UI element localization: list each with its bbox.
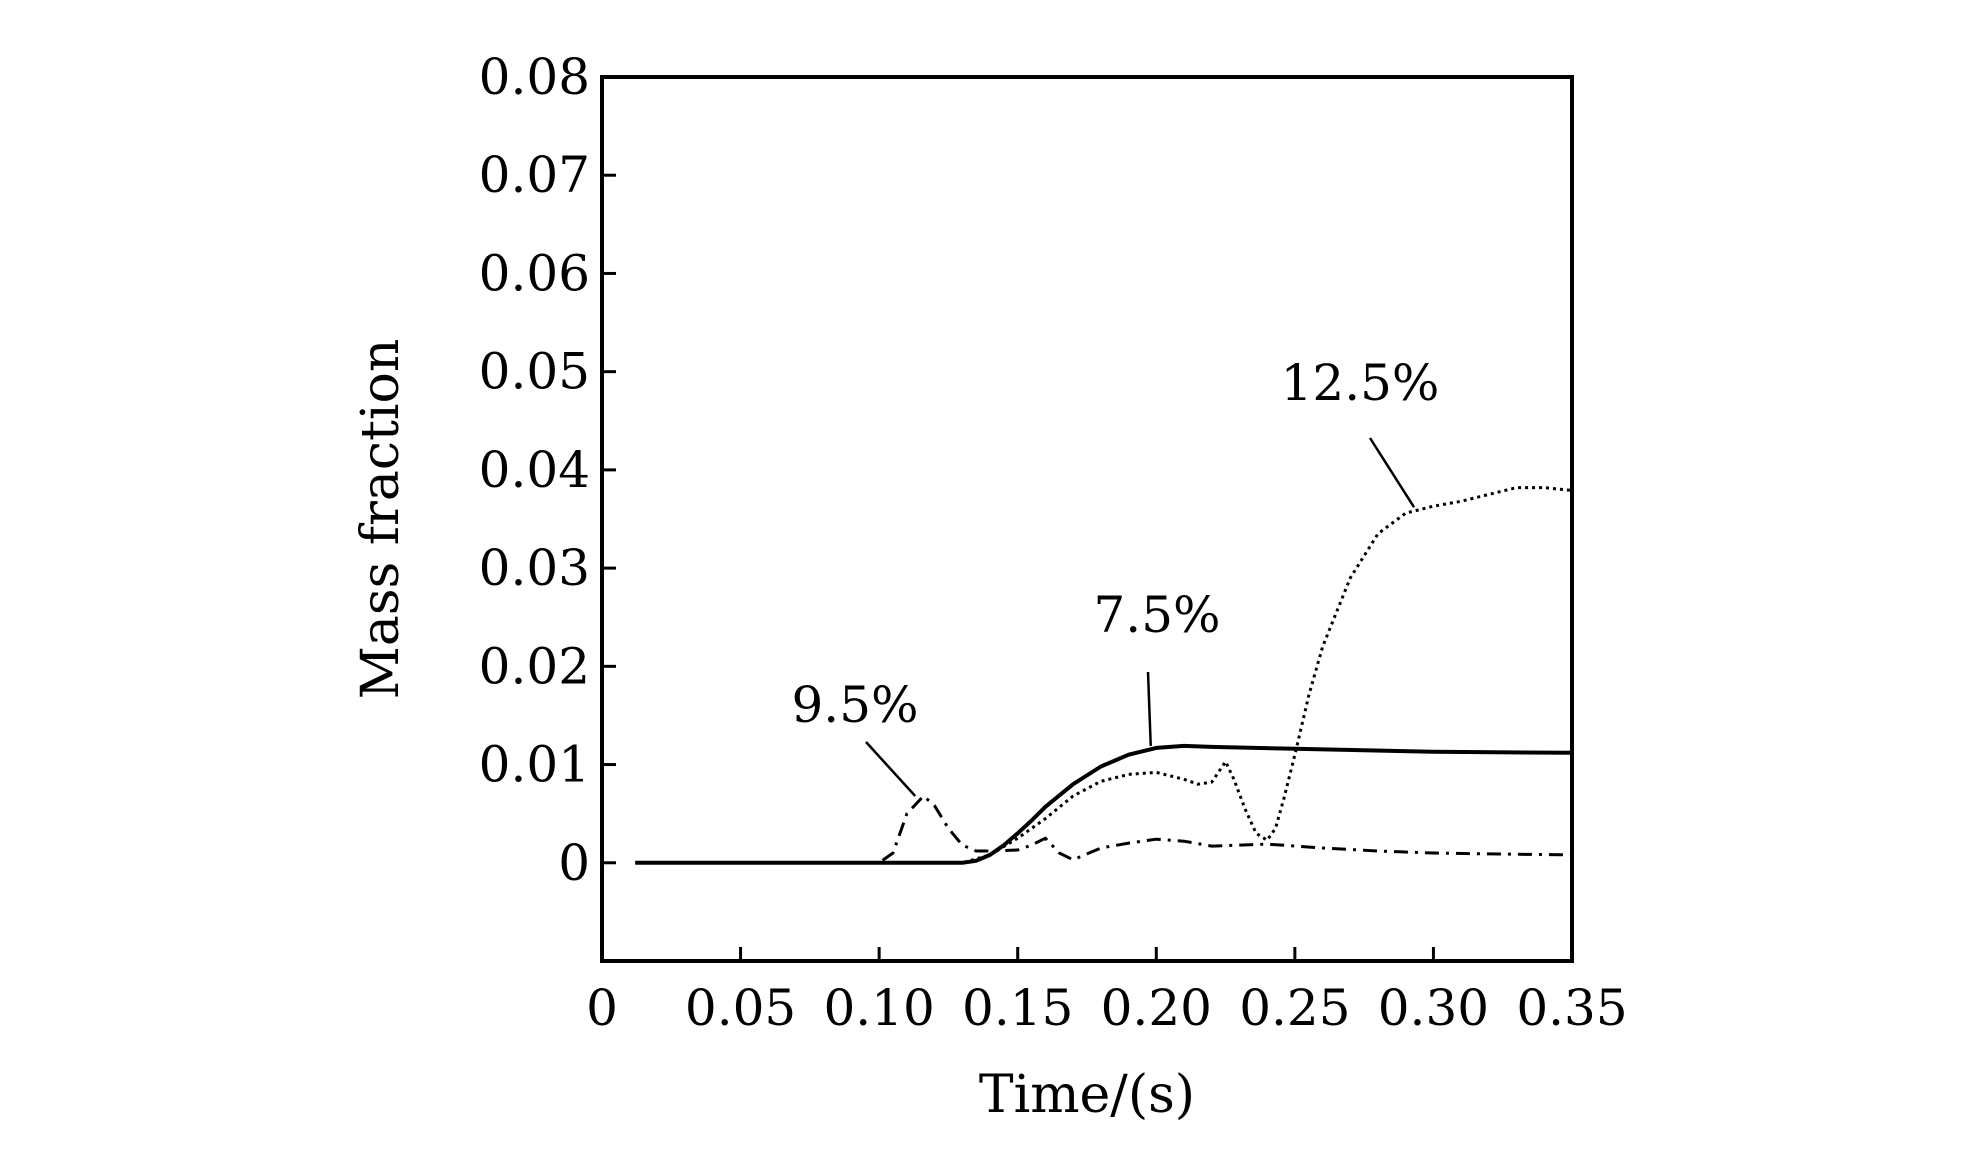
y-tick-label: 0	[558, 834, 590, 892]
x-tick-label: 0.15	[962, 979, 1073, 1037]
series-line-9-5pct	[635, 794, 1573, 865]
annotation-label: 9.5%	[791, 676, 918, 734]
x-tick-label: 0.10	[823, 979, 934, 1037]
x-tick-label: 0	[586, 979, 618, 1037]
y-axis-title: Mass fraction	[351, 339, 411, 700]
annotation-leader-line	[865, 741, 917, 797]
y-tick-label: 0.01	[479, 736, 590, 794]
y-tick-label: 0.08	[479, 48, 590, 106]
y-tick-label: 0.06	[479, 244, 590, 302]
series-line-12-5pct	[635, 486, 1573, 865]
annotation-label: 12.5%	[1281, 354, 1440, 412]
x-axis: 0 0.05 0.10 0.15 0.20 0.25 0.30 0.35	[586, 947, 1628, 1037]
x-tick-label: 0.25	[1239, 979, 1350, 1037]
y-tick-label: 0.02	[479, 637, 590, 695]
y-tick-label: 0.05	[479, 343, 590, 401]
annotation-leader-line	[1368, 437, 1416, 508]
series-lines	[635, 486, 1573, 865]
x-tick-label: 0.05	[685, 979, 796, 1037]
x-tick-label: 0.20	[1101, 979, 1212, 1037]
annotation-label: 7.5%	[1093, 586, 1220, 644]
y-tick-label: 0.07	[479, 146, 590, 204]
annotation-leader-line	[1146, 671, 1152, 746]
y-axis: 0 0.01 0.02 0.03 0.04 0.05 0.06 0.07 0.08	[479, 48, 616, 892]
y-tick-label: 0.04	[479, 441, 590, 499]
annotations: 12.5% 7.5% 9.5%	[791, 354, 1440, 797]
x-tick-label: 0.35	[1516, 979, 1627, 1037]
series-line-7-5pct	[635, 743, 1573, 865]
y-tick-label: 0.03	[479, 539, 590, 597]
x-axis-title: Time/(s)	[979, 1065, 1195, 1125]
x-tick-label: 0.30	[1378, 979, 1489, 1037]
plot-frame	[600, 75, 1574, 963]
